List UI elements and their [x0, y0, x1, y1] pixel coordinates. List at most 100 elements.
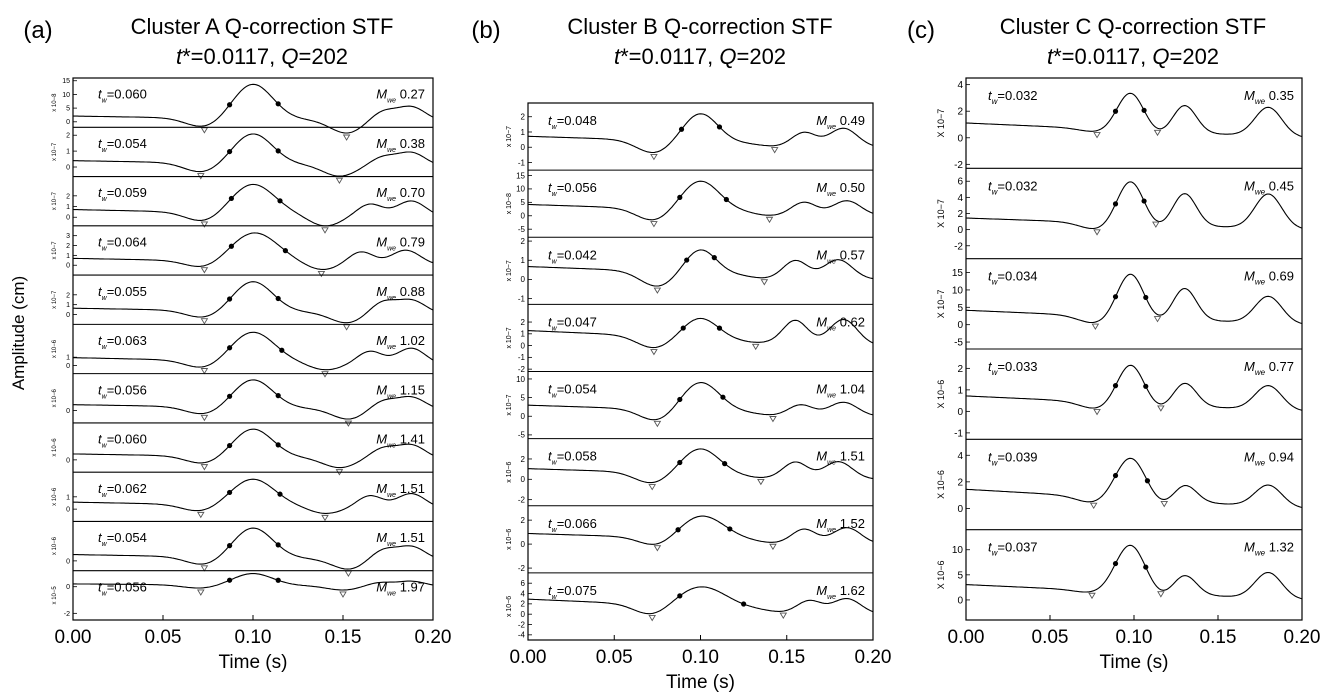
y-tick-label: 10 [952, 545, 964, 556]
trough-marker [1093, 132, 1101, 139]
y-tick-label: 15 [516, 171, 525, 180]
y-tick-label: 15 [952, 268, 964, 279]
trough-marker [321, 227, 329, 234]
panel-title: Cluster C Q-correction STF [1000, 14, 1267, 39]
tw-label: tw=0.039 [988, 449, 1038, 467]
y-scale-label: x 10−6 [506, 529, 513, 550]
trough-marker [650, 221, 658, 228]
trough-marker [653, 545, 662, 552]
stf-trace [72, 478, 434, 514]
y-scale-label: x 10−6 [52, 438, 58, 457]
trough-marker [197, 589, 205, 596]
trough-marker [200, 414, 209, 422]
half-width-dot [227, 296, 233, 302]
y-tick-label: 5 [521, 393, 526, 402]
y-tick-label: -1 [518, 353, 526, 362]
half-width-dot [228, 243, 234, 249]
stf-trace [73, 232, 434, 270]
stf-trace [966, 273, 1303, 325]
x-tick-label: 0.10 [1116, 627, 1153, 648]
panel-2: (c) Cluster C Q-correction STF t*=0.0117, … [907, 14, 1320, 673]
y-tick-label: 1 [66, 253, 70, 260]
trough-marker [648, 614, 656, 622]
y-tick-label: 0 [66, 408, 70, 415]
trough-marker [344, 420, 353, 427]
x-axis-label: Time (s) [666, 672, 735, 693]
half-width-dot [227, 102, 233, 108]
half-width-dot [275, 442, 281, 448]
trough-marker [1091, 323, 1100, 330]
y-tick-label: 5 [957, 303, 963, 314]
trough-marker [1089, 502, 1098, 510]
trough-marker [1153, 316, 1162, 323]
y-tick-label: 1 [66, 494, 70, 501]
y-tick-label: -2 [954, 160, 963, 171]
tw-label: tw=0.056 [548, 180, 597, 198]
y-scale-label: x 10−8 [52, 93, 58, 112]
half-width-dot [720, 394, 726, 400]
trough-marker [650, 153, 658, 161]
y-tick-label: 1 [521, 330, 526, 339]
tw-label: tw=0.034 [988, 269, 1038, 287]
half-width-dot [275, 393, 281, 399]
x-tick-label: 0.00 [55, 627, 92, 648]
x-tick-label: 0.05 [145, 627, 182, 648]
panel-label: (c) [907, 17, 935, 44]
mwe-label: Mwe 0.27 [376, 87, 425, 105]
y-tick-label: 1 [957, 385, 963, 396]
tw-label: tw=0.054 [98, 530, 147, 548]
y-tick-label: 0 [957, 407, 963, 418]
half-width-dot [275, 101, 281, 107]
y-tick-label: 1 [521, 256, 526, 265]
tw-label: tw=0.048 [548, 113, 597, 131]
half-width-dot [228, 195, 234, 202]
trough-marker [653, 420, 662, 428]
y-tick-label: 6 [957, 177, 963, 188]
half-width-dot [1112, 560, 1119, 567]
half-width-dot [722, 461, 728, 467]
stf-trace [965, 92, 1303, 138]
y-tick-label: -2 [518, 495, 526, 504]
stf-trace [528, 113, 874, 154]
mwe-label: Mwe 0.62 [816, 314, 865, 332]
stf-trace [965, 181, 1303, 230]
half-width-dot [677, 396, 683, 403]
mwe-label: Mwe 0.79 [376, 235, 425, 253]
y-tick-label: 0 [521, 143, 526, 152]
trough-marker [321, 371, 329, 378]
half-width-dot [684, 257, 690, 263]
y-tick-label: 4 [957, 80, 963, 91]
trough-marker [1157, 405, 1165, 412]
trough-marker [317, 270, 326, 278]
y-tick-label: 5 [66, 106, 70, 113]
half-width-dot [677, 459, 683, 466]
trough-marker [321, 514, 329, 522]
y-tick-label: 2 [521, 237, 526, 246]
y-tick-label: 1 [66, 204, 70, 211]
half-width-dot [716, 124, 723, 130]
half-width-dot [275, 577, 281, 583]
trough-marker [770, 147, 779, 154]
y-scale-label: X 10−7 [936, 199, 946, 228]
panel-title: Cluster A Q-correction STF [131, 14, 394, 39]
half-width-dot [1141, 198, 1147, 204]
trough-marker [200, 127, 209, 134]
trough-marker [200, 318, 209, 325]
trough-marker [648, 484, 656, 491]
trough-marker [769, 416, 777, 423]
tw-label: tw=0.032 [988, 178, 1038, 196]
y-scale-label: X 10−6 [936, 470, 946, 499]
y-tick-label: 0 [66, 457, 70, 464]
trough-marker [200, 565, 209, 572]
y-tick-label: -1 [518, 158, 526, 167]
mwe-label: Mwe 0.49 [816, 113, 865, 131]
panel-label: (b) [471, 17, 500, 44]
y-tick-label: 2 [957, 364, 963, 375]
stf-trace [528, 180, 874, 221]
half-width-dot [727, 526, 733, 532]
half-width-dot [1112, 383, 1119, 389]
x-tick-label: 0.15 [1200, 627, 1237, 648]
tw-label: tw=0.060 [98, 87, 147, 105]
mwe-label: Mwe 1.51 [376, 481, 425, 499]
stf-trace [73, 527, 434, 570]
